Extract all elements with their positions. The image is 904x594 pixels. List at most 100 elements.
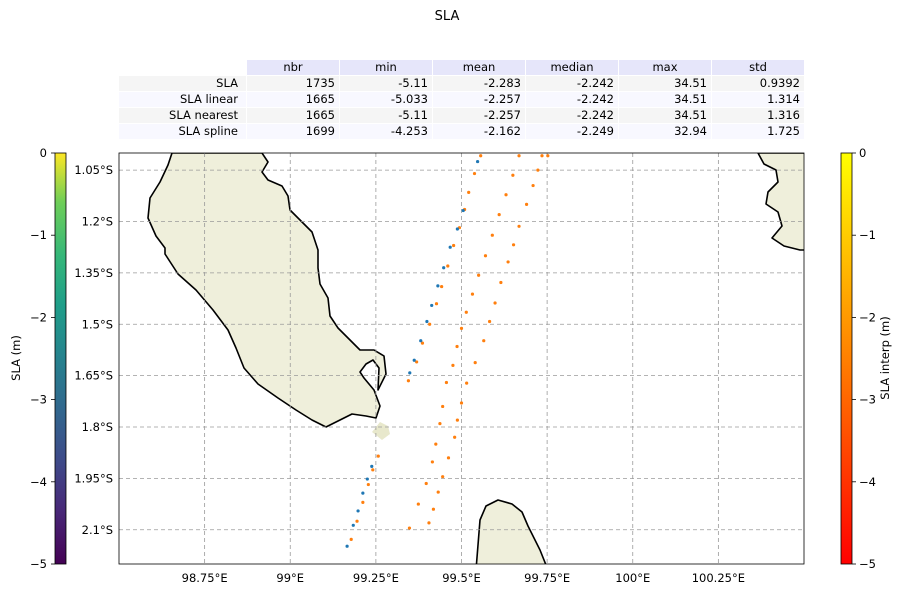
data-point (408, 371, 412, 375)
data-point (374, 564, 377, 567)
data-point (436, 490, 440, 494)
table-row: SLA 1735 -5.11 -2.283 -2.242 34.51 0.939… (118, 75, 805, 92)
data-point (455, 227, 459, 231)
colorbar-tick-label: 0 (40, 146, 47, 160)
data-point (452, 243, 456, 248)
table-cell: -2.162 (432, 123, 526, 140)
data-point (546, 154, 550, 158)
colorbar-right-ticks: 0 −1 −2 −3 −4 −5 (852, 146, 876, 571)
table-cell: 1.316 (711, 107, 805, 124)
table-cell: -5.033 (339, 91, 433, 108)
data-point (467, 190, 471, 194)
data-point (361, 500, 365, 504)
table-cell: -5.11 (339, 75, 433, 92)
table-cell: 1665 (246, 107, 340, 124)
series-interp (349, 154, 550, 567)
data-point (431, 507, 436, 511)
colorbar-tick-label: −1 (30, 228, 47, 242)
land-island-east (757, 153, 804, 251)
lon-tick-label: 100°E (615, 571, 650, 585)
data-point (430, 460, 434, 464)
data-point (531, 183, 535, 188)
data-point (455, 344, 459, 349)
latitude-ticks: 1.05°S 1.2°S 1.35°S 1.5°S 1.65°S 1.8°S 1.95°S 2… (74, 163, 113, 537)
data-point (479, 154, 483, 158)
data-point (540, 154, 544, 158)
land-island-south (475, 499, 547, 564)
data-point (517, 224, 521, 228)
grid-lines (119, 153, 804, 564)
colorbar-tick-label: −1 (859, 228, 876, 242)
table-cell: -2.242 (525, 91, 619, 108)
stats-col-header: mean (432, 59, 526, 76)
data-point (370, 464, 374, 468)
colorbar-tick-label: −5 (859, 557, 876, 571)
data-point (451, 363, 455, 367)
table-cell: 1665 (246, 91, 340, 108)
lat-tick-label: 1.35°S (74, 266, 113, 280)
data-point (337, 564, 340, 567)
data-point (475, 159, 480, 164)
table-cell: 1.725 (711, 123, 805, 140)
data-point (351, 523, 355, 527)
data-point (438, 421, 442, 426)
colorbar-right (840, 152, 853, 565)
colorbar-tick-label: −4 (859, 475, 876, 489)
lat-tick-label: 1.05°S (74, 163, 113, 177)
longitude-ticks: 98.75°E 99°E 99.25°E 99.5°E 99.75°E 100°E 100.… (182, 571, 745, 585)
table-cell: 1735 (246, 75, 340, 92)
data-point (412, 358, 416, 362)
colorbar-left-label: SLA (m) (9, 335, 23, 381)
lat-tick-label: 1.65°S (74, 369, 113, 383)
data-point (420, 341, 425, 345)
series-along-track (337, 159, 480, 567)
data-point (455, 418, 459, 422)
data-point (459, 401, 464, 405)
table-cell: 1699 (246, 123, 340, 140)
lon-tick-label: 100.25°E (692, 571, 745, 585)
colorbar-tick-label: −3 (859, 393, 876, 407)
data-point (355, 519, 359, 523)
colorbar-tick-label: −5 (30, 557, 47, 571)
colorbar-tick-label: −3 (30, 393, 47, 407)
colorbar-right-label: SLA interp (m) (878, 316, 892, 399)
data-point (504, 193, 508, 197)
lat-tick-label: 1.2°S (82, 215, 113, 229)
colorbar-tick-label: −2 (30, 310, 47, 324)
data-point (482, 339, 486, 343)
data-point (416, 502, 420, 506)
data-point (415, 360, 419, 364)
data-point (434, 442, 438, 446)
data-point (349, 537, 353, 541)
data-point (524, 202, 529, 206)
data-point (441, 475, 445, 479)
data-point (517, 154, 521, 158)
map-content (119, 153, 804, 567)
lon-tick-label: 99.75°E (524, 571, 570, 585)
colorbar-tick-label: −4 (30, 475, 47, 489)
data-point (361, 491, 365, 495)
stats-col-header: nbr (246, 59, 340, 76)
data-point (453, 435, 457, 439)
colorbar-tick-label: 0 (859, 146, 866, 160)
data-point (536, 168, 540, 172)
row-label: SLA linear (118, 91, 247, 108)
colorbar-left-ticks: 0 −1 −2 −3 −4 −5 (30, 146, 55, 571)
data-point (365, 477, 369, 481)
data-point (434, 302, 439, 306)
data-point (430, 303, 434, 308)
data-point (371, 468, 375, 472)
lon-tick-label: 99.25°E (353, 571, 399, 585)
chart-title: SLA (434, 9, 460, 24)
data-point (444, 380, 449, 385)
data-point (356, 509, 360, 513)
data-point (406, 379, 411, 383)
data-point (490, 233, 494, 237)
lon-tick-label: 99.5°E (442, 571, 481, 585)
data-point (470, 292, 475, 296)
data-point (448, 245, 452, 249)
data-point (440, 284, 444, 289)
data-point (446, 264, 450, 268)
data-point (424, 481, 428, 486)
